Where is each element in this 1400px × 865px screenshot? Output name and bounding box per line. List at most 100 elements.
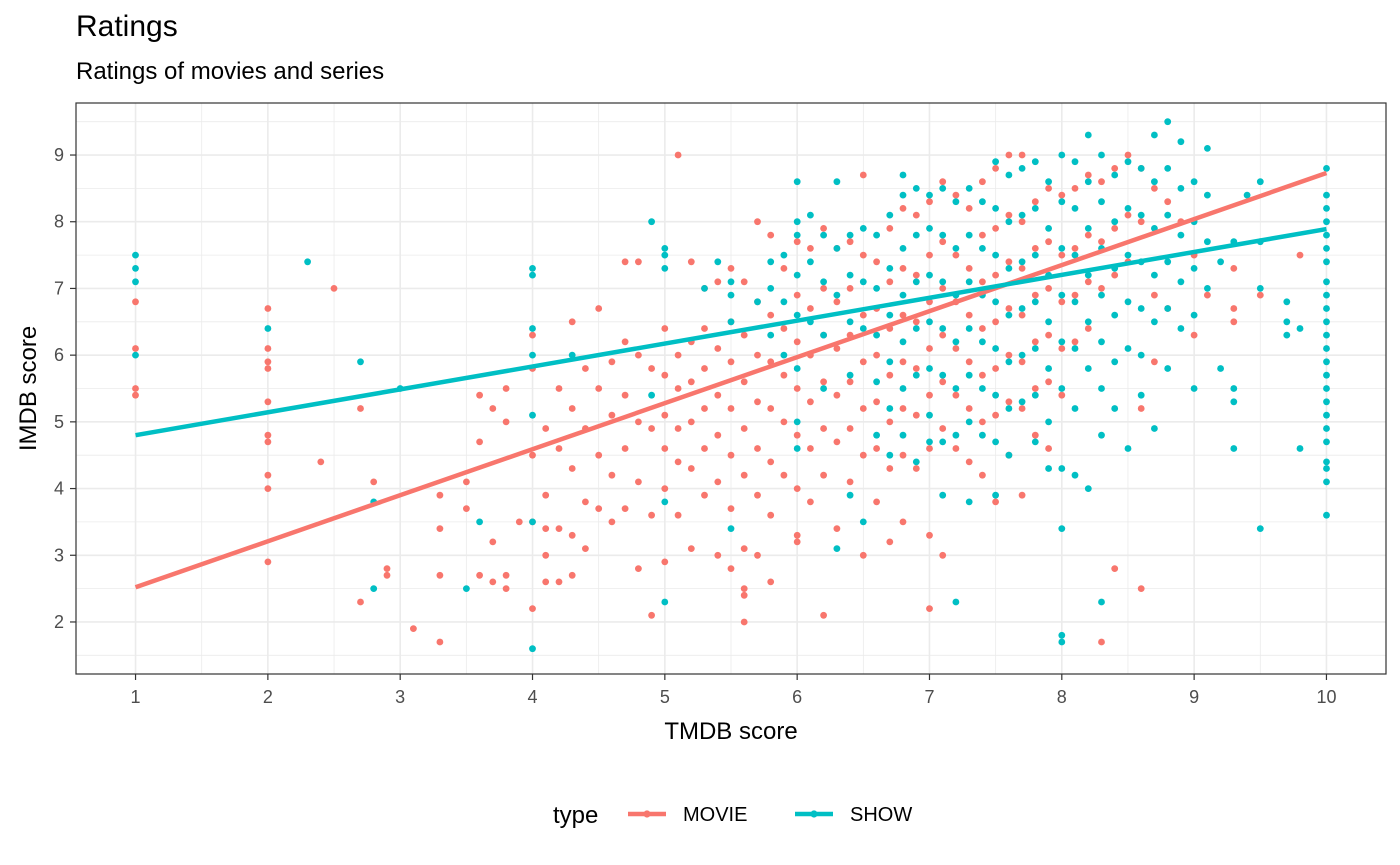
- data-point-show: [661, 251, 669, 259]
- y-tick-label: 7: [54, 278, 64, 298]
- data-point-show: [793, 365, 801, 372]
- data-point-show: [912, 458, 920, 466]
- data-point-show: [886, 311, 894, 319]
- data-point-show: [1323, 205, 1330, 212]
- data-point-show: [1323, 218, 1330, 226]
- data-point-movie: [1071, 245, 1079, 252]
- data-point-movie: [661, 558, 669, 566]
- trend-line-movie: [134, 170, 1328, 590]
- data-point-show: [846, 271, 854, 279]
- data-point-show: [1164, 258, 1172, 266]
- data-point-movie: [912, 365, 920, 372]
- data-point-movie: [330, 285, 338, 292]
- data-point-movie: [1005, 211, 1013, 219]
- data-point-movie: [793, 485, 801, 492]
- data-point-show: [1124, 345, 1132, 352]
- data-point-show: [1111, 218, 1119, 226]
- data-point-movie: [979, 471, 986, 479]
- data-point-show: [899, 338, 907, 346]
- data-point-show: [1230, 398, 1238, 406]
- data-point-show: [952, 598, 960, 606]
- data-point-show: [529, 411, 536, 419]
- data-point-show: [1323, 358, 1330, 366]
- data-point-movie: [740, 378, 748, 386]
- data-point-movie: [926, 391, 933, 399]
- data-point-movie: [780, 471, 788, 479]
- data-point-show: [1005, 171, 1013, 179]
- data-point-movie: [1058, 191, 1066, 199]
- data-point-movie: [714, 551, 722, 559]
- data-point-movie: [793, 338, 801, 346]
- data-point-movie: [383, 565, 391, 572]
- data-point-movie: [939, 331, 947, 339]
- data-point-movie: [687, 258, 695, 266]
- x-tick-label: 5: [660, 687, 670, 707]
- data-point-show: [1217, 258, 1224, 266]
- data-point-movie: [899, 518, 907, 526]
- data-point-movie: [886, 225, 894, 232]
- data-point-show: [992, 205, 999, 212]
- data-point-movie: [264, 398, 272, 406]
- data-point-show: [846, 491, 854, 499]
- data-point-show: [1164, 211, 1172, 219]
- data-point-movie: [132, 391, 139, 399]
- data-point-show: [873, 285, 880, 292]
- data-point-show: [1005, 218, 1013, 226]
- data-point-movie: [979, 325, 986, 332]
- data-point-show: [767, 285, 775, 292]
- data-point-movie: [661, 325, 669, 332]
- data-point-show: [1084, 271, 1092, 279]
- data-point-movie: [1031, 338, 1039, 346]
- data-point-movie: [1018, 218, 1026, 226]
- data-point-show: [132, 251, 139, 259]
- data-point-show: [886, 405, 894, 412]
- data-point-movie: [780, 371, 788, 379]
- data-point-show: [727, 525, 735, 532]
- data-point-show: [1031, 345, 1039, 352]
- data-point-show: [1045, 318, 1052, 326]
- data-point-show: [873, 431, 880, 439]
- data-point-show: [952, 385, 960, 392]
- data-point-movie: [780, 325, 788, 332]
- data-point-movie: [727, 451, 735, 459]
- data-point-show: [727, 291, 735, 299]
- data-point-show: [1164, 365, 1172, 372]
- data-point-movie: [1005, 305, 1013, 312]
- data-point-movie: [264, 438, 272, 446]
- data-point-movie: [807, 398, 814, 406]
- data-point-movie: [793, 385, 801, 392]
- data-point-movie: [1137, 405, 1145, 412]
- data-point-show: [886, 211, 894, 219]
- y-axis-title: IMDB score: [15, 326, 42, 451]
- data-point-show: [648, 391, 655, 399]
- data-point-movie: [740, 618, 748, 626]
- data-point-show: [926, 365, 933, 372]
- data-point-movie: [568, 465, 576, 472]
- data-point-movie: [542, 578, 550, 586]
- data-point-show: [1018, 211, 1026, 219]
- data-point-movie: [476, 571, 483, 579]
- x-tick-label: 8: [1057, 687, 1067, 707]
- data-point-show: [939, 371, 947, 379]
- data-point-show: [1323, 305, 1330, 312]
- data-point-movie: [648, 611, 655, 619]
- data-point-movie: [701, 491, 708, 499]
- data-point-movie: [661, 371, 669, 379]
- data-point-movie: [542, 551, 550, 559]
- data-point-movie: [740, 331, 748, 339]
- data-point-movie: [132, 298, 139, 306]
- data-point-show: [899, 191, 907, 199]
- data-point-show: [1177, 185, 1185, 192]
- data-point-movie: [648, 425, 655, 432]
- data-point-movie: [926, 345, 933, 352]
- data-point-show: [979, 198, 986, 206]
- data-point-show: [793, 271, 801, 279]
- data-point-movie: [582, 545, 589, 552]
- data-point-movie: [727, 265, 735, 272]
- data-point-movie: [701, 405, 708, 412]
- data-point-movie: [555, 578, 563, 586]
- data-point-show: [899, 245, 907, 252]
- data-point-show: [1256, 525, 1264, 532]
- data-point-movie: [648, 511, 655, 519]
- data-point-movie: [833, 438, 841, 446]
